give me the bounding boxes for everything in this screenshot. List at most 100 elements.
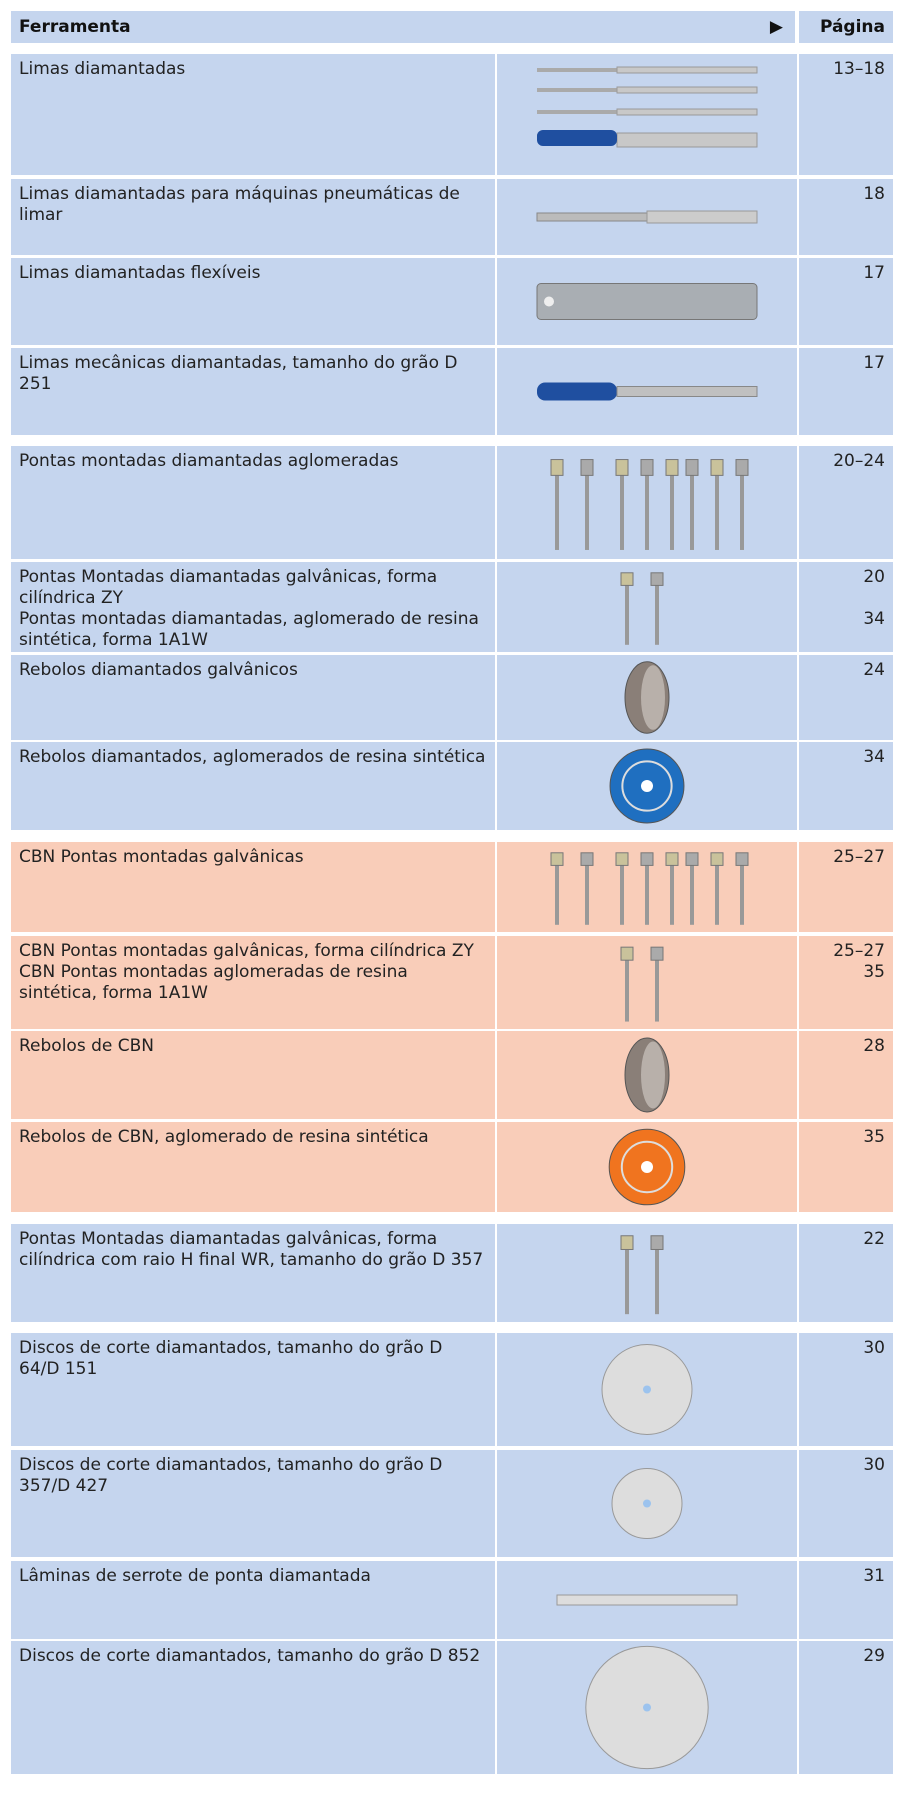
header-tool-text: Ferramenta <box>19 17 131 37</box>
page-number: 13–18 <box>833 59 885 79</box>
wheel-face <box>641 1041 665 1109</box>
tool-cell: CBN Pontas montadas galvânicas, forma ci… <box>11 936 495 1029</box>
tool-cell: Limas mecânicas diamantadas, tamanho do … <box>11 348 495 435</box>
tool-image <box>611 1468 683 1539</box>
disc-hole <box>643 1703 651 1712</box>
pin-shank <box>740 860 744 925</box>
wheel-hole <box>641 1161 653 1173</box>
file-blade <box>616 66 758 74</box>
wheel-face <box>641 665 665 730</box>
wheel-ring <box>621 760 673 812</box>
pin-head <box>620 946 634 961</box>
tool-cell: Discos de corte diamantados, tamanho do … <box>11 1641 495 1774</box>
page-number: 34 <box>863 747 885 767</box>
pin-shank <box>655 954 659 1022</box>
page-number: 31 <box>863 1566 885 1586</box>
file-shaft <box>537 68 617 72</box>
tool-name: CBN Pontas montadas galvânicas, forma ci… <box>19 941 474 961</box>
page-number: 17 <box>863 263 885 283</box>
page-number: 25–27 <box>833 847 885 867</box>
tool-cell: Limas diamantadas para máquinas pneumáti… <box>11 179 495 255</box>
tool-cell: Lâminas de serrote de ponta diamantada <box>11 1561 495 1639</box>
page-number: 18 <box>863 184 885 204</box>
tool-cell: Pontas Montadas diamantadas galvânicas, … <box>11 1224 495 1322</box>
image-cell <box>497 842 797 932</box>
page-cell: 30 <box>799 1333 893 1446</box>
tool-name: Limas diamantadas flexíveis <box>19 263 261 283</box>
tool-cell: Pontas montadas diamantadas aglomeradas <box>11 446 495 559</box>
pin-head <box>620 1235 634 1250</box>
page-number: 35 <box>863 1127 885 1147</box>
pin-shank <box>670 860 674 925</box>
tool-cell: Pontas Montadas diamantadas galvânicas, … <box>11 562 495 652</box>
page-number: 29 <box>863 1646 885 1666</box>
tool-cell: Limas diamantadas <box>11 54 495 175</box>
tool-name: Pontas montadas diamantadas aglomeradas <box>19 451 399 471</box>
tool-image <box>624 661 670 734</box>
page-cell: 28 <box>799 1031 893 1119</box>
file-shaft <box>536 212 648 222</box>
page-number: 24 <box>863 660 885 680</box>
page-number: 28 <box>863 1036 885 1056</box>
image-cell <box>497 1641 797 1774</box>
tool-name: Rebolos diamantados, aglomerados de resi… <box>19 747 486 767</box>
file-blade <box>616 132 758 148</box>
tool-cell: CBN Pontas montadas galvânicas <box>11 842 495 932</box>
page-cell: 20–24 <box>799 446 893 559</box>
tool-cell: Rebolos de CBN <box>11 1031 495 1119</box>
page-cell: 20 34 <box>799 562 893 652</box>
pin-head <box>710 459 724 476</box>
pin-shank <box>555 468 559 550</box>
page-cell: 34 <box>799 742 893 830</box>
image-cell <box>497 179 797 255</box>
tool-name: Discos de corte diamantados, tamanho do … <box>19 1338 443 1379</box>
header-page: Página <box>799 11 893 43</box>
image-cell <box>497 258 797 345</box>
pin-shank <box>620 468 624 550</box>
pin-shank <box>645 860 649 925</box>
file-shaft <box>537 110 617 114</box>
tool-image <box>536 283 758 320</box>
wheel-ring <box>620 1140 674 1194</box>
pin-shank <box>655 580 659 645</box>
pin-shank <box>690 468 694 550</box>
pin-head <box>580 852 594 866</box>
page-cell: 24 <box>799 655 893 740</box>
page-cell: 17 <box>799 348 893 435</box>
pin-shank <box>740 468 744 550</box>
image-cell <box>497 348 797 435</box>
tool-image <box>624 1037 670 1113</box>
pin-head <box>685 459 699 476</box>
pin-head <box>650 1235 664 1250</box>
tool-name: Rebolos de CBN, aglomerado de resina sin… <box>19 1127 429 1147</box>
image-cell <box>497 1450 797 1557</box>
tool-name: Discos de corte diamantados, tamanho do … <box>19 1455 443 1496</box>
page-cell: 17 <box>799 258 893 345</box>
image-cell <box>497 1122 797 1212</box>
tool-cell: Discos de corte diamantados, tamanho do … <box>11 1333 495 1446</box>
tool-name: CBN Pontas montadas galvânicas <box>19 847 304 867</box>
pin-head <box>665 459 679 476</box>
pin-head <box>735 852 749 866</box>
image-cell <box>497 655 797 740</box>
pin-head <box>665 852 679 866</box>
hole <box>544 296 554 307</box>
tool-name: Limas mecânicas diamantadas, tamanho do … <box>19 353 458 394</box>
pin-head <box>735 459 749 476</box>
pin-head <box>640 852 654 866</box>
pin-head <box>640 459 654 476</box>
tool-name: Pontas Montadas diamantadas galvânicas, … <box>19 567 438 608</box>
pin-shank <box>620 860 624 925</box>
header-tool: Ferramenta ▶ <box>11 11 795 43</box>
pin-head <box>650 946 664 961</box>
image-cell <box>497 54 797 175</box>
page-number: 20 <box>863 567 885 587</box>
tool-name: Rebolos diamantados galvânicos <box>19 660 298 680</box>
pin-shank <box>585 468 589 550</box>
pin-head <box>710 852 724 866</box>
tool-name: Limas diamantadas para máquinas pneumáti… <box>19 184 460 225</box>
tool-image <box>620 946 664 1022</box>
tool-image <box>620 572 664 645</box>
tool-name: CBN Pontas montadas aglomeradas de resin… <box>19 962 408 1003</box>
page-cell: 25–27 35 <box>799 936 893 1029</box>
